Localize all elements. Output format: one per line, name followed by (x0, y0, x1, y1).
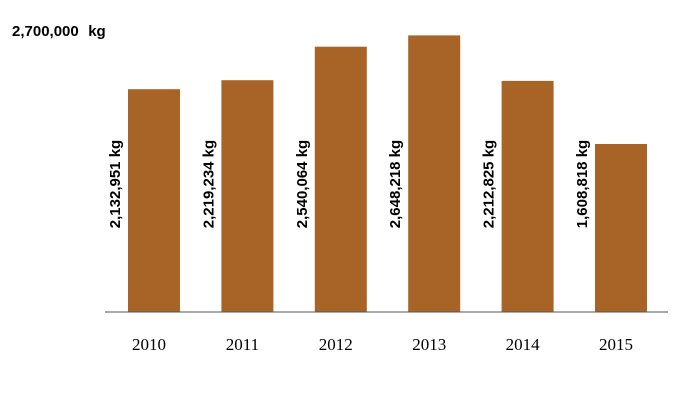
bar-2015 (595, 144, 647, 312)
y-axis-max-label: 2,700,000 kg (12, 23, 106, 40)
bar-series (128, 35, 647, 313)
bar-2014 (501, 80, 554, 313)
y-axis-max-unit: kg (88, 23, 106, 40)
bar-2011 (221, 80, 274, 312)
x-tick-label-2014: 2014 (506, 335, 541, 354)
bar-2013 (408, 35, 461, 313)
bar-value-label-2011: 2,219,234 kg (200, 140, 217, 228)
bar-value-label-2010: 2,132,951 kg (107, 140, 124, 228)
x-tick-label-2010: 2010 (132, 335, 166, 354)
bar-2010 (128, 89, 180, 312)
bar-value-label-2012: 2,540,064 kg (294, 140, 311, 228)
x-tick-label-2012: 2012 (319, 335, 353, 354)
bar-value-label-2014: 2,212,825 kg (481, 140, 498, 228)
bar-data-labels: 2,132,951 kg 2,219,234 kg 2,540,064 kg 2,64… (107, 140, 591, 228)
x-axis-tick-labels: 2010 2011 2012 2013 2014 2015 (132, 335, 633, 354)
x-tick-label-2011: 2011 (226, 335, 259, 354)
x-tick-label-2013: 2013 (412, 335, 446, 354)
bar-value-label-2013: 2,648,218 kg (387, 140, 404, 228)
x-tick-label-2015: 2015 (599, 335, 633, 354)
y-axis-max-value: 2,700,000 (12, 23, 79, 40)
bar-2012 (314, 46, 367, 312)
bar-value-label-2015: 1,608,818 kg (574, 140, 591, 228)
